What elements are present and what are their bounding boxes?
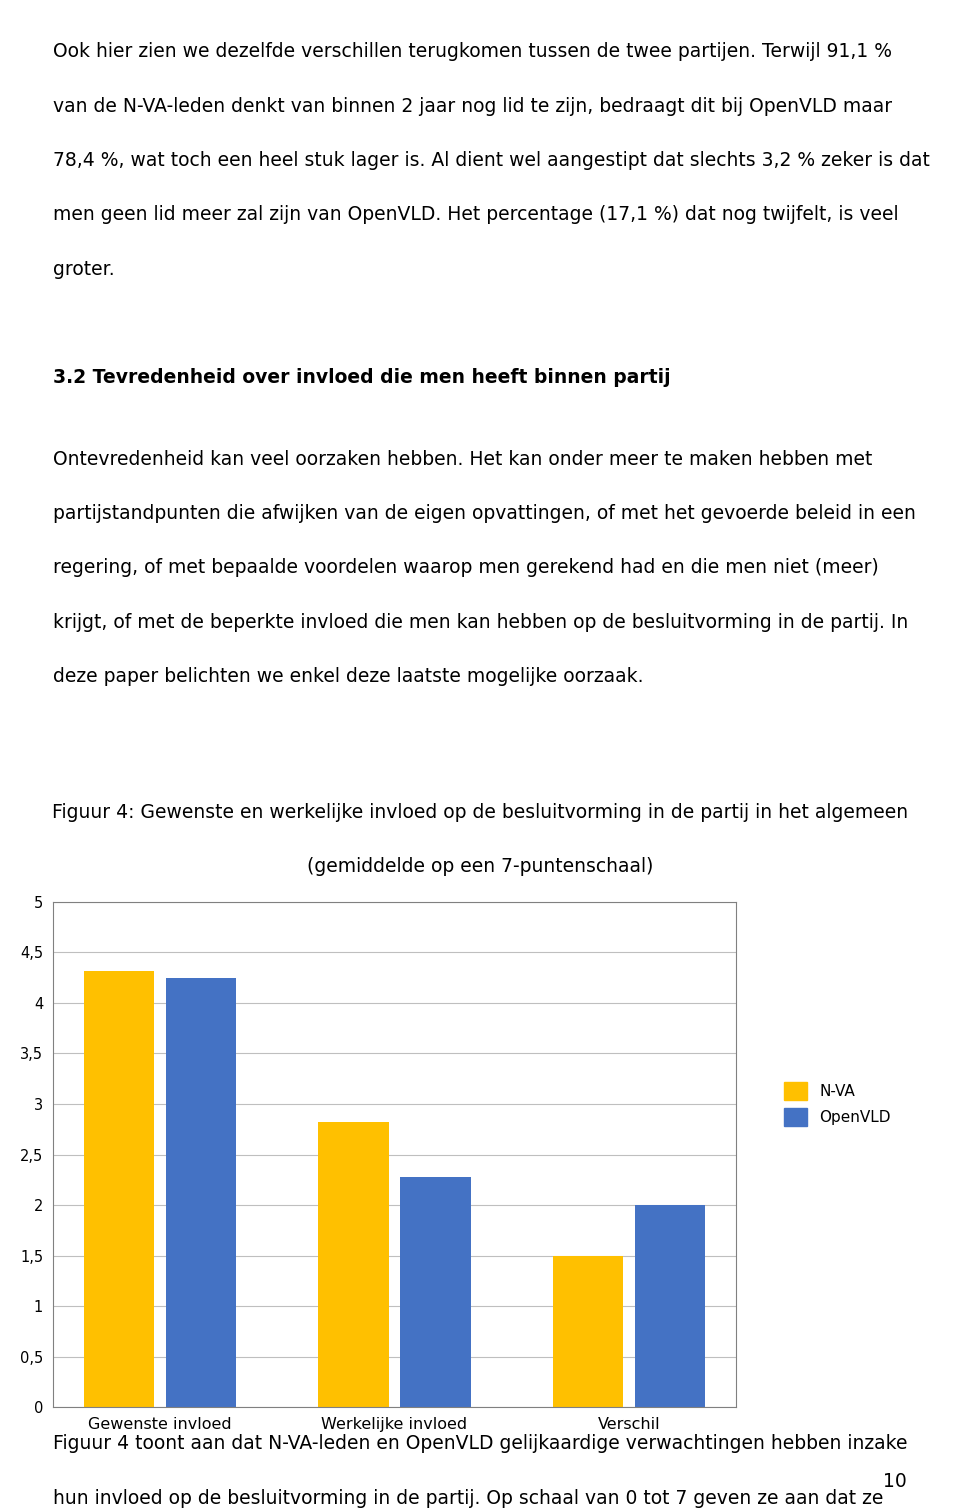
Bar — [400, 1177, 470, 1408]
Bar — [635, 1206, 706, 1408]
Text: Figuur 4 toont aan dat N-VA-leden en OpenVLD gelijkaardige verwachtingen hebben : Figuur 4 toont aan dat N-VA-leden en Ope… — [53, 1435, 907, 1453]
Text: Ook hier zien we dezelfde verschillen terugkomen tussen de twee partijen. Terwij: Ook hier zien we dezelfde verschillen te… — [53, 42, 892, 62]
Text: groter.: groter. — [53, 260, 114, 279]
Text: partijstandpunten die afwijken van de eigen opvattingen, of met het gevoerde bel: partijstandpunten die afwijken van de ei… — [53, 504, 916, 524]
Text: men geen lid meer zal zijn van OpenVLD. Het percentage (17,1 %) dat nog twijfelt: men geen lid meer zal zijn van OpenVLD. … — [53, 205, 899, 225]
Text: regering, of met bepaalde voordelen waarop men gerekend had en die men niet (mee: regering, of met bepaalde voordelen waar… — [53, 558, 878, 578]
Bar — [166, 978, 236, 1408]
Text: deze paper belichten we enkel deze laatste mogelijke oorzaak.: deze paper belichten we enkel deze laats… — [53, 667, 643, 687]
Bar — [84, 970, 155, 1408]
Text: Ontevredenheid kan veel oorzaken hebben. Het kan onder meer te maken hebben met: Ontevredenheid kan veel oorzaken hebben.… — [53, 450, 873, 469]
Text: Figuur 4: Gewenste en werkelijke invloed op de besluitvorming in de partij in he: Figuur 4: Gewenste en werkelijke invloed… — [52, 803, 908, 822]
Text: hun invloed op de besluitvorming in de partij. Op schaal van 0 tot 7 geven ze aa: hun invloed op de besluitvorming in de p… — [53, 1489, 883, 1507]
Text: (gemiddelde op een 7-puntenschaal): (gemiddelde op een 7-puntenschaal) — [307, 857, 653, 877]
Text: krijgt, of met de beperkte invloed die men kan hebben op de besluitvorming in de: krijgt, of met de beperkte invloed die m… — [53, 613, 908, 632]
Bar — [319, 1123, 389, 1408]
Text: van de N-VA-leden denkt van binnen 2 jaar nog lid te zijn, bedraagt dit bij Open: van de N-VA-leden denkt van binnen 2 jaa… — [53, 97, 892, 116]
Text: 10: 10 — [883, 1471, 907, 1491]
Text: 3.2 Tevredenheid over invloed die men heeft binnen partij: 3.2 Tevredenheid over invloed die men he… — [53, 368, 670, 388]
Bar — [553, 1255, 623, 1408]
Legend: N-VA, OpenVLD: N-VA, OpenVLD — [779, 1076, 897, 1133]
Text: 78,4 %, wat toch een heel stuk lager is. Al dient wel aangestipt dat slechts 3,2: 78,4 %, wat toch een heel stuk lager is.… — [53, 151, 929, 171]
